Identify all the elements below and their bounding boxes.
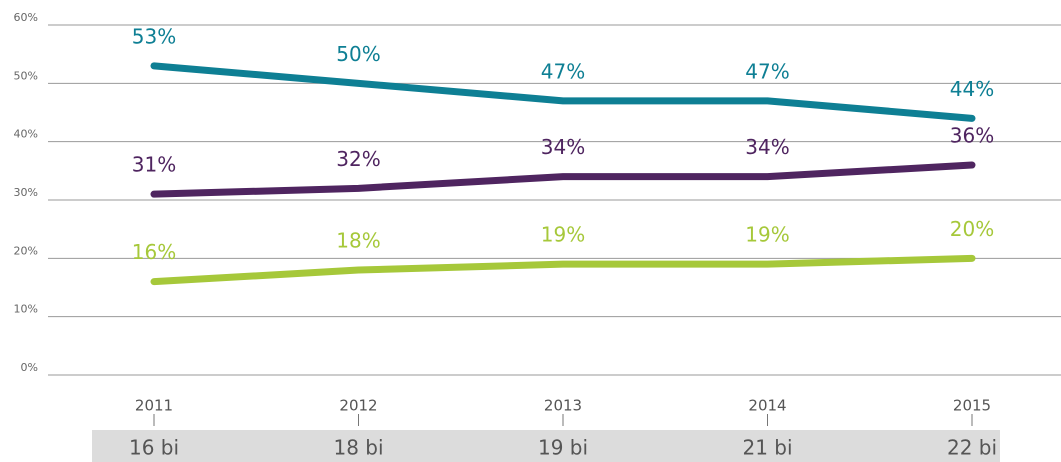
data-label: 19%	[541, 223, 585, 247]
y-tick-label: 10%	[14, 303, 38, 316]
data-label: 32%	[336, 147, 380, 171]
data-label: 47%	[745, 59, 789, 83]
y-tick-label: 30%	[14, 186, 38, 199]
footer-band	[92, 430, 1000, 462]
data-label: 16%	[132, 240, 176, 264]
data-label: 47%	[541, 59, 585, 83]
footer-label: 16 bi	[129, 436, 179, 460]
footer-label: 22 bi	[947, 436, 997, 460]
data-label: 31%	[132, 153, 176, 177]
data-label: 44%	[950, 77, 994, 101]
data-label: 36%	[950, 124, 994, 148]
footer-label: 18 bi	[333, 436, 383, 460]
series-line	[150, 254, 976, 286]
x-tick-label: 2013	[544, 397, 582, 415]
data-label: 50%	[336, 42, 380, 66]
footer-label: 21 bi	[742, 436, 792, 460]
footer-label: 19 bi	[538, 436, 588, 460]
y-tick-label: 50%	[14, 69, 38, 82]
x-tick-label: 2014	[748, 397, 786, 415]
x-tick-label: 2015	[953, 397, 991, 415]
series-line	[150, 161, 976, 198]
data-label: 34%	[541, 135, 585, 159]
x-tick-label: 2011	[135, 397, 173, 415]
y-tick-label: 40%	[14, 128, 38, 141]
y-tick-label: 0%	[21, 361, 38, 374]
series-line	[150, 62, 976, 122]
data-label: 20%	[950, 217, 994, 241]
data-label: 19%	[745, 223, 789, 247]
data-label: 53%	[132, 24, 176, 48]
y-tick-label: 20%	[14, 244, 38, 257]
y-tick-label: 60%	[14, 11, 38, 24]
data-label: 34%	[745, 135, 789, 159]
x-tick-label: 2012	[339, 397, 377, 415]
data-label: 18%	[336, 229, 380, 253]
